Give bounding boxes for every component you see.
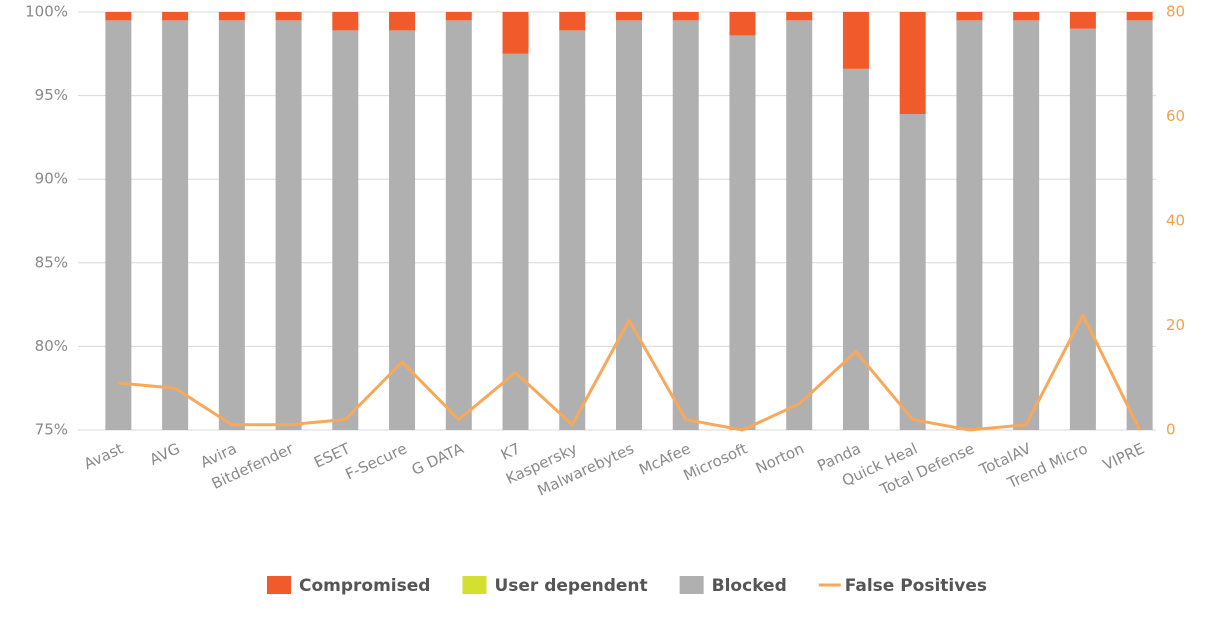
x-tick-label: AVG bbox=[147, 439, 183, 468]
bar-segment bbox=[1013, 12, 1040, 21]
x-tick-label: VIPRE bbox=[1100, 439, 1147, 474]
bar-segment bbox=[559, 12, 586, 31]
legend: Compromised User dependent Blocked False Po… bbox=[266, 576, 987, 596]
bar-segment bbox=[1126, 12, 1153, 21]
bar-segment bbox=[1069, 28, 1096, 430]
x-tick-label: Microsoft bbox=[681, 439, 751, 484]
legend-item: False Positives bbox=[818, 576, 987, 596]
bar-segment bbox=[842, 12, 869, 69]
bar-segment bbox=[275, 12, 302, 21]
x-tick-label: Norton bbox=[753, 439, 807, 477]
bar-segment bbox=[332, 12, 359, 31]
y-tick-label: 80% bbox=[35, 337, 68, 355]
bar-segment bbox=[672, 20, 699, 431]
legend-item: User dependent bbox=[462, 576, 648, 596]
bar-segment bbox=[729, 12, 756, 36]
bar-segment bbox=[162, 12, 189, 21]
legend-label: User dependent bbox=[494, 576, 647, 596]
y-tick-label: 85% bbox=[35, 253, 68, 271]
x-tick-label: Avast bbox=[81, 439, 126, 473]
x-tick-label: K7 bbox=[498, 439, 523, 464]
bar-segment bbox=[502, 12, 529, 54]
bar-segment bbox=[786, 20, 813, 431]
bar-segment bbox=[1013, 20, 1040, 431]
legend-label: False Positives bbox=[845, 576, 987, 596]
y-tick-label: 95% bbox=[35, 86, 68, 104]
bar-segment bbox=[389, 12, 416, 31]
y2-tick-label: 20 bbox=[1166, 316, 1185, 334]
y2-tick-label: 80 bbox=[1166, 3, 1185, 21]
bar-segment bbox=[559, 30, 586, 431]
bar-segment bbox=[616, 12, 642, 21]
y-tick-label: 90% bbox=[35, 170, 68, 188]
bar-segment bbox=[786, 12, 813, 21]
bar-segment bbox=[275, 20, 302, 431]
bar-segment bbox=[445, 20, 472, 431]
bar-segment bbox=[899, 12, 926, 114]
y2-tick-label: 60 bbox=[1166, 107, 1185, 125]
bar-segment bbox=[956, 12, 983, 21]
bar-segment bbox=[899, 113, 926, 430]
bar-segment bbox=[1126, 20, 1153, 431]
legend-swatch bbox=[266, 576, 291, 594]
bar-segment bbox=[218, 12, 245, 21]
bar-segment bbox=[842, 68, 869, 431]
legend-label: Blocked bbox=[712, 576, 787, 596]
bar-segment bbox=[445, 12, 472, 21]
bar-segment bbox=[332, 30, 359, 431]
legend-swatch bbox=[679, 576, 704, 594]
bar-segment bbox=[616, 20, 642, 431]
bar-segment bbox=[672, 12, 699, 21]
bar-segment bbox=[105, 12, 132, 21]
bar-segment bbox=[729, 35, 756, 431]
legend-item: Blocked bbox=[679, 576, 787, 596]
y2-tick-label: 0 bbox=[1166, 421, 1176, 439]
y-tick-label: 75% bbox=[35, 421, 68, 439]
bar-segment bbox=[162, 20, 189, 431]
y2-tick-label: 40 bbox=[1166, 212, 1185, 230]
bar-segment bbox=[105, 20, 132, 431]
y-tick-label: 100% bbox=[25, 3, 68, 21]
bar-segment bbox=[502, 53, 529, 431]
bar-segment bbox=[218, 20, 245, 431]
bar-segment bbox=[1069, 12, 1096, 29]
legend-item: Compromised bbox=[266, 576, 430, 596]
x-tick-label: F-Secure bbox=[343, 439, 410, 483]
legend-swatch bbox=[462, 576, 487, 594]
bar-segment bbox=[956, 20, 983, 431]
x-tick-label: G DATA bbox=[409, 439, 467, 479]
legend-label: Compromised bbox=[299, 576, 430, 596]
line-series bbox=[118, 313, 1141, 432]
